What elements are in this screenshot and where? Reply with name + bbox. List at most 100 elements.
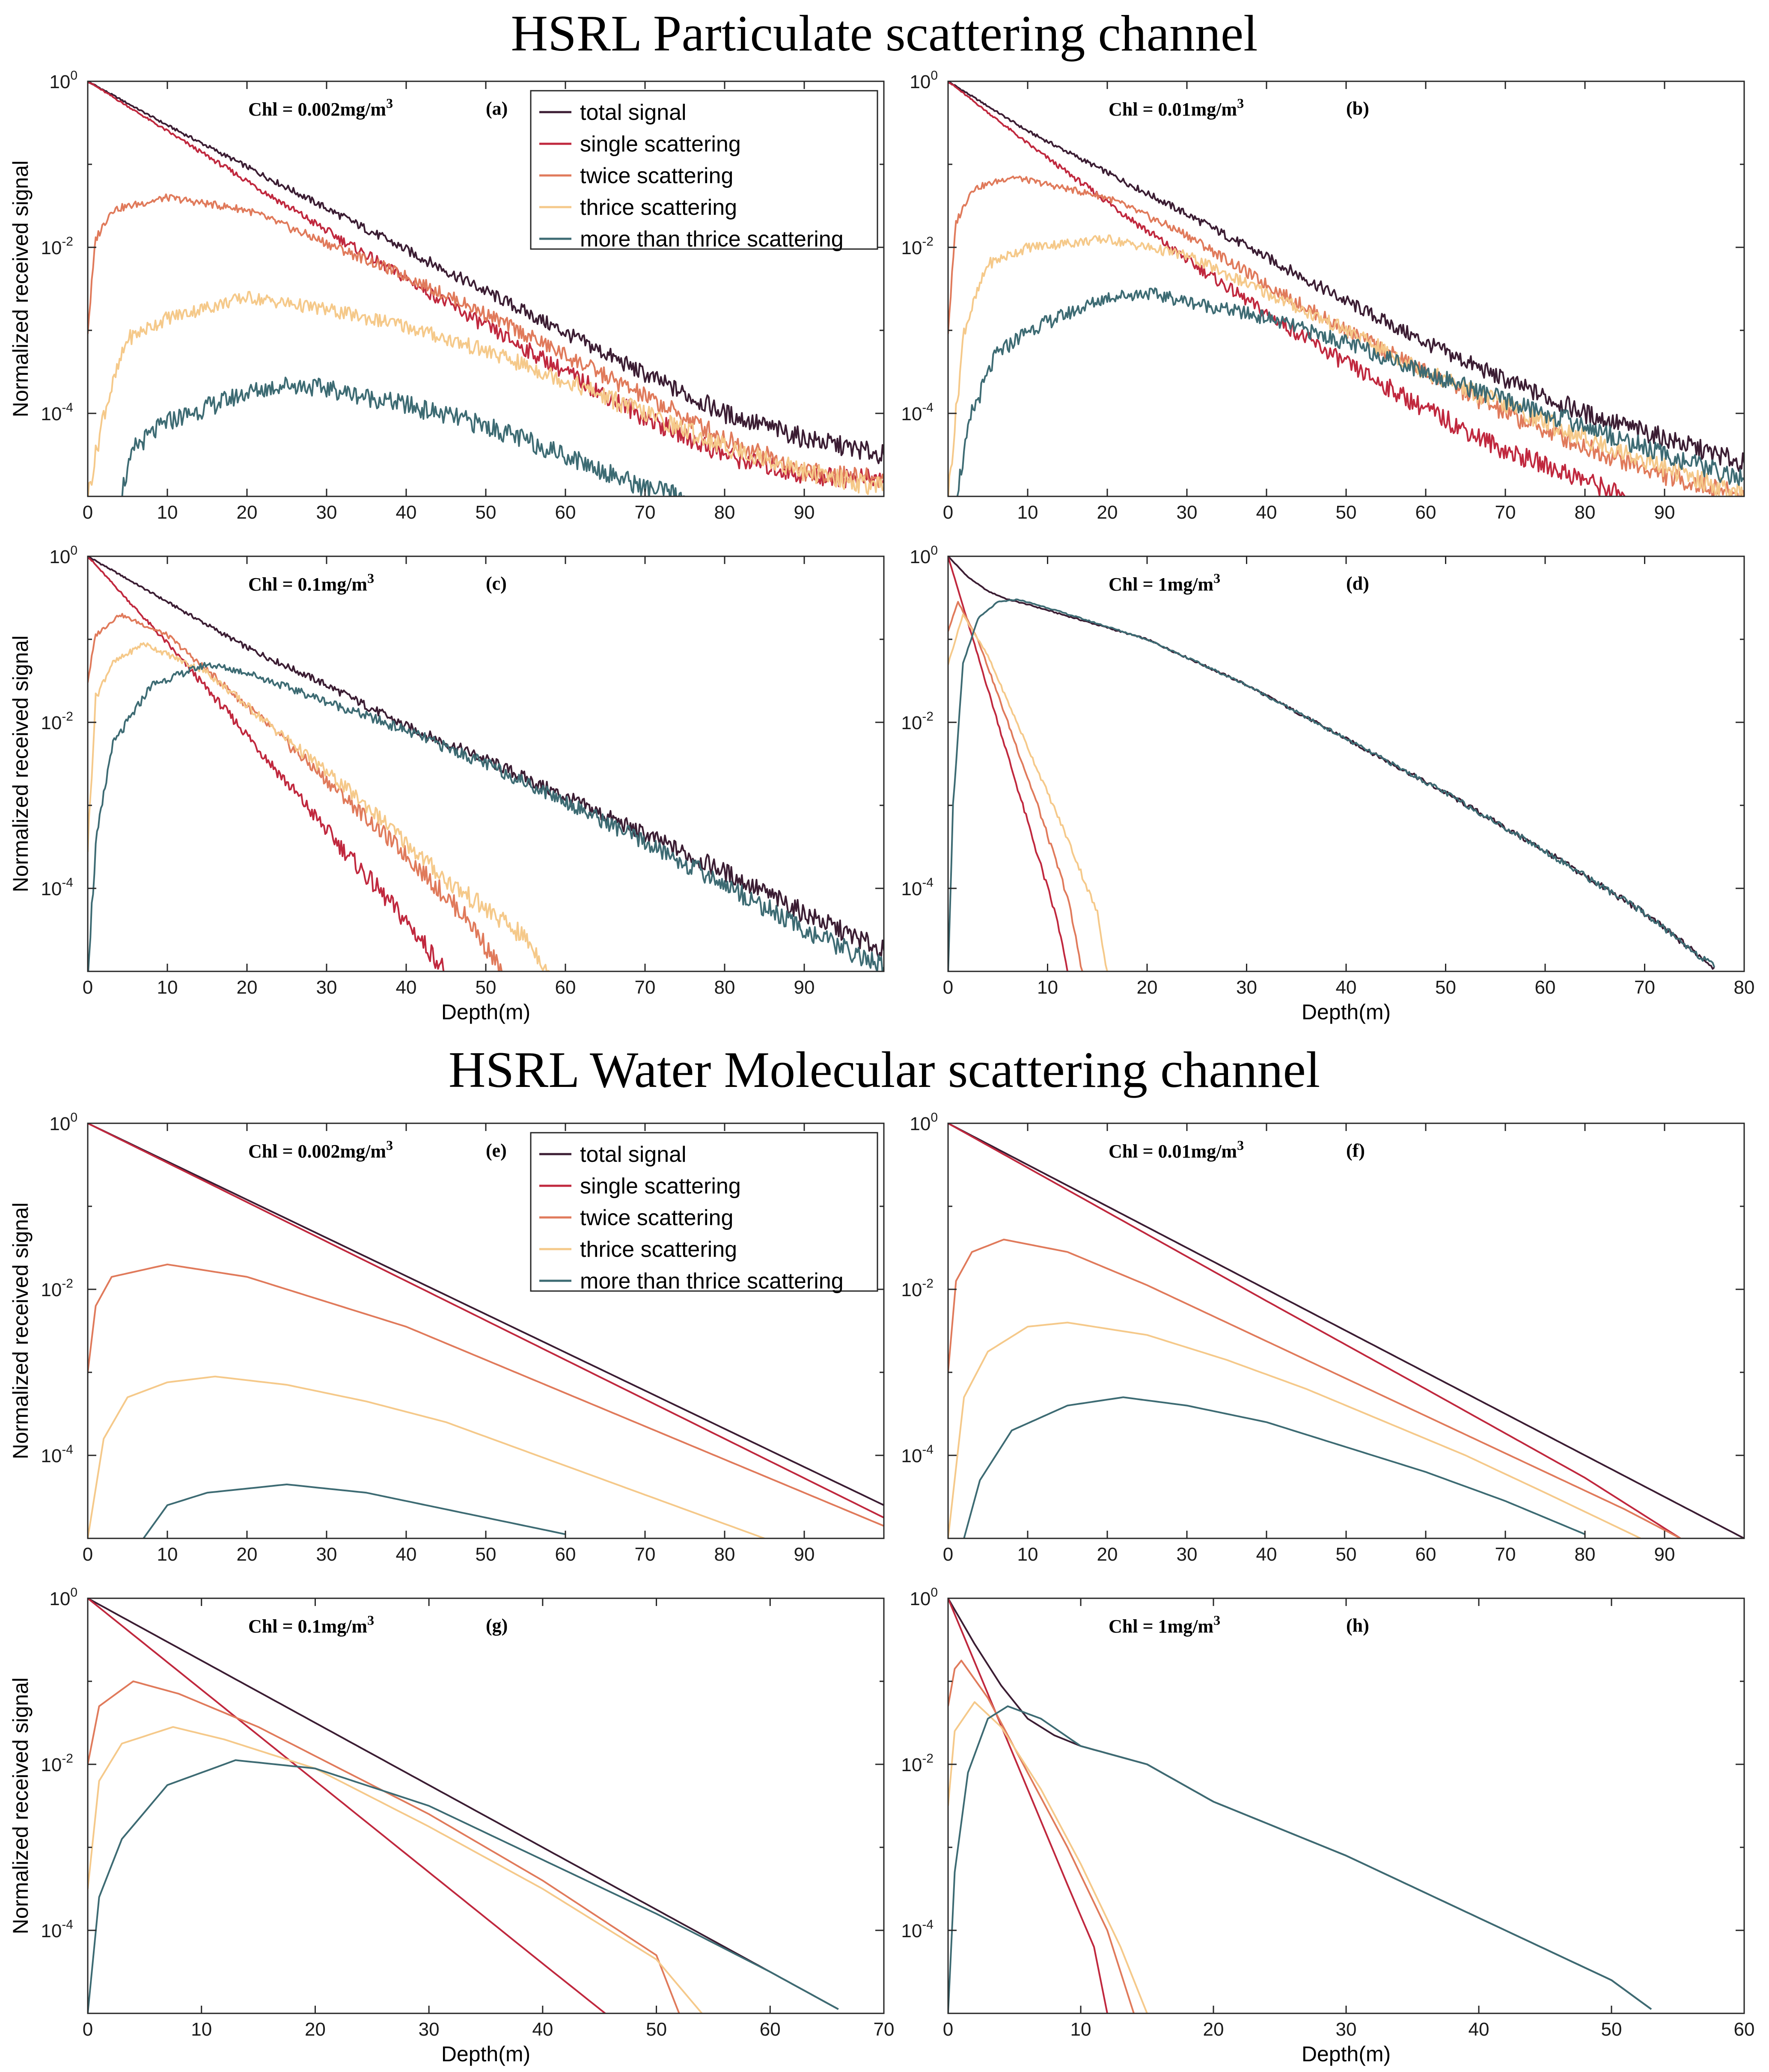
x-tick-label: 0	[943, 1544, 953, 1565]
x-tick-label: 0	[943, 502, 953, 523]
series-line-more	[948, 1705, 1652, 2013]
panel-chl-label: Chl = 0.1mg/m3	[248, 570, 374, 595]
series-line-more	[88, 1759, 839, 2013]
x-tick-label: 50	[1435, 977, 1456, 998]
chart-panel-d: 0 10 20 30 40 50 60 70 80 100 10-2 10-4 Depth(m) Chl …	[901, 543, 1754, 1024]
chart-panel-a: 0 10 20 30 40 50 60 70 80 90 100 10-2 10-4 Normalized…	[9, 68, 885, 523]
series-line-twice	[948, 1238, 1681, 1538]
x-tick-label: 40	[1469, 2019, 1490, 2040]
chart-panel-h: 0 10 20 30 40 50 60 100 10-2 10-4 Depth(m) Chl = 1m…	[901, 1585, 1754, 2066]
chart-panel-f: 0 10 20 30 40 50 60 70 80 90 100 10-2 10-4 Chl = 0.01…	[901, 1110, 1745, 1565]
x-tick-label: 40	[396, 1544, 417, 1565]
y-axis-label: Normalized received signal	[9, 1202, 33, 1459]
x-tick-label: 90	[1654, 502, 1675, 523]
x-tick-label: 0	[83, 977, 93, 998]
y-tick-label: 100	[910, 1110, 938, 1134]
series-line-total	[948, 81, 1744, 472]
x-tick-label: 70	[1495, 502, 1516, 523]
y-tick-label: 10-4	[41, 876, 73, 899]
x-tick-label: 70	[635, 1544, 656, 1565]
series-line-more	[963, 1396, 1585, 1538]
x-tick-label: 10	[157, 977, 178, 998]
series-line-single	[88, 556, 446, 971]
x-tick-label: 60	[1734, 2019, 1755, 2040]
y-axis-label: Normalized received signal	[9, 635, 33, 892]
series-line-twice	[88, 613, 503, 971]
x-tick-label: 40	[1256, 1544, 1277, 1565]
x-tick-label: 70	[635, 977, 656, 998]
x-axis-label: Depth(m)	[1302, 1000, 1391, 1024]
legend: total signal single scattering twice scatt…	[530, 1132, 878, 1294]
x-tick-label: 20	[237, 977, 258, 998]
series-line-thrice	[948, 1701, 1148, 2013]
x-tick-label: 10	[1037, 977, 1058, 998]
x-tick-label: 80	[1575, 502, 1596, 523]
x-tick-label: 50	[1336, 502, 1357, 523]
series-line-total	[88, 1598, 839, 2010]
x-tick-label: 20	[237, 1544, 258, 1565]
series-line-single	[88, 1123, 884, 1519]
y-tick-label: 10-4	[41, 1443, 73, 1466]
legend-box	[530, 90, 878, 250]
series-group	[88, 556, 884, 971]
x-tick-label: 50	[1601, 2019, 1622, 2040]
series-line-thrice	[88, 1726, 703, 2013]
legend-label-twice: twice scattering	[580, 163, 733, 188]
y-tick-label: 100	[49, 68, 77, 92]
series-line-total	[88, 1123, 884, 1506]
series-line-twice	[948, 175, 1744, 496]
plot-frame	[947, 555, 1745, 972]
panel-chl-label: Chl = 0.1mg/m3	[248, 1612, 374, 1637]
x-tick-label: 60	[1415, 502, 1436, 523]
x-tick-label: 70	[874, 2019, 895, 2040]
x-tick-label: 50	[646, 2019, 667, 2040]
x-tick-label: 50	[476, 1544, 497, 1565]
x-tick-label: 80	[1734, 977, 1755, 998]
series-line-thrice	[948, 613, 1108, 971]
x-tick-label: 20	[237, 502, 258, 523]
x-tick-label: 20	[1097, 1544, 1118, 1565]
series-line-twice	[88, 1263, 884, 1527]
series-group	[948, 1123, 1744, 1538]
x-tick-label: 90	[794, 977, 815, 998]
x-tick-label: 60	[1415, 1544, 1436, 1565]
series-line-total	[948, 1598, 1652, 2010]
x-tick-label: 10	[1017, 1544, 1038, 1565]
y-tick-label: 10-4	[901, 401, 934, 424]
panel-chl-label: Chl = 0.01mg/m3	[1109, 95, 1244, 120]
x-tick-label: 30	[1177, 502, 1198, 523]
chart-panel-c: 0 10 20 30 40 50 60 70 80 90 100 10-2 10-4 Normalized…	[9, 543, 885, 1024]
x-tick-label: 10	[157, 1544, 178, 1565]
x-tick-label: 20	[1203, 2019, 1224, 2040]
series-line-more	[143, 1483, 566, 1538]
x-tick-label: 20	[1097, 502, 1118, 523]
series-line-thrice	[88, 1375, 765, 1538]
plot-frame	[947, 1597, 1745, 2014]
y-tick-label: 10-4	[41, 401, 73, 424]
x-tick-label: 10	[157, 502, 178, 523]
legend-label-twice: twice scattering	[580, 1205, 733, 1230]
series-line-twice	[88, 1680, 680, 2013]
panel-tag: (g)	[486, 1615, 508, 1636]
chart-panels: 0 10 20 30 40 50 60 70 80 9010010-210-4Normalized…	[9, 68, 1754, 2066]
series-line-twice	[948, 601, 1083, 971]
plot-frame	[947, 80, 1745, 497]
x-tick-label: 30	[1336, 2019, 1357, 2040]
x-tick-label: 30	[419, 2019, 440, 2040]
y-tick-label: 100	[910, 1585, 938, 1609]
y-tick-label: 10-4	[901, 876, 934, 899]
x-tick-label: 30	[1236, 977, 1257, 998]
x-tick-label: 80	[714, 977, 735, 998]
panel-tag: (c)	[486, 573, 507, 594]
y-tick-label: 100	[49, 1585, 77, 1609]
y-tick-label: 10-2	[901, 1751, 934, 1775]
series-group	[88, 81, 884, 496]
panel-tag: (f)	[1346, 1140, 1365, 1161]
series-line-single	[88, 81, 884, 489]
y-tick-label: 10-2	[901, 235, 934, 258]
panel-chl-label: Chl = 0.002mg/m3	[248, 95, 393, 120]
x-tick-label: 60	[1535, 977, 1556, 998]
x-tick-label: 40	[396, 502, 417, 523]
x-tick-label: 0	[943, 977, 953, 998]
series-line-total	[948, 1123, 1744, 1538]
